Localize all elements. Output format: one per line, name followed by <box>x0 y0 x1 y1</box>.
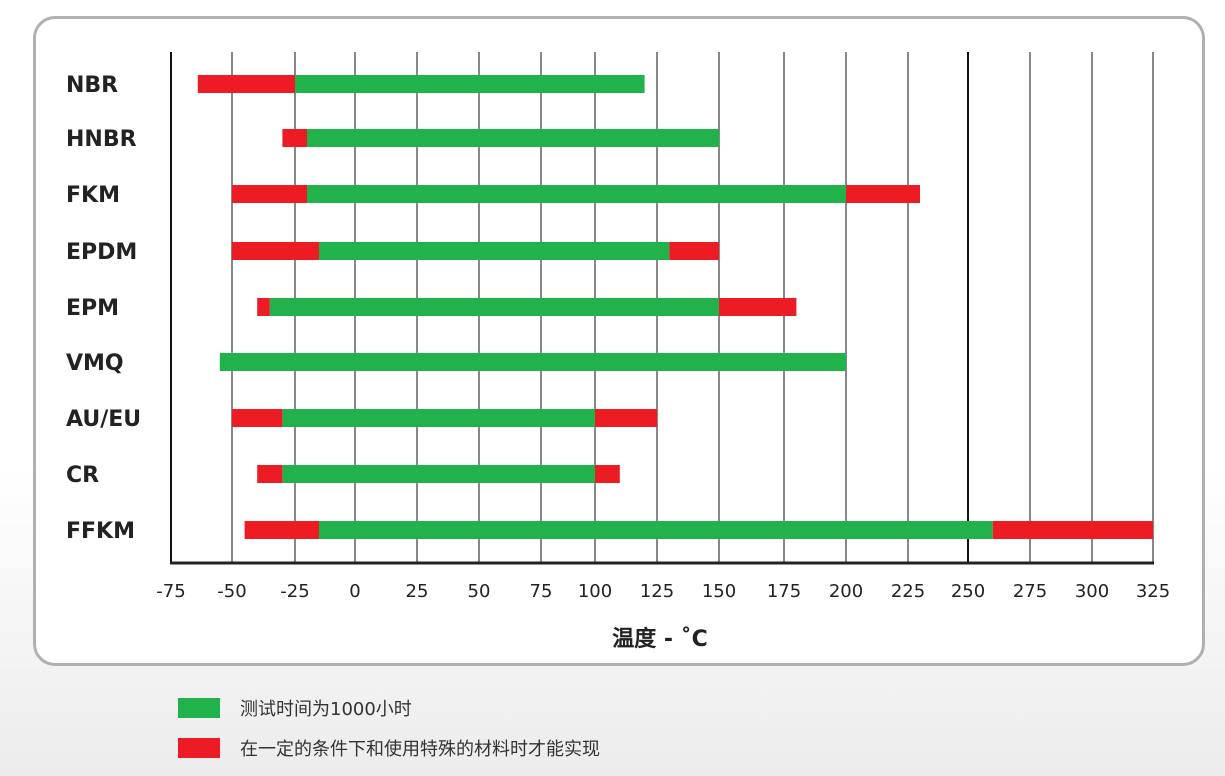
bar-red-FKM <box>232 185 307 203</box>
x-tick-label: 175 <box>767 581 801 602</box>
bar-red-EPDM <box>669 242 719 260</box>
chart-frame <box>33 16 1205 666</box>
bar-red-FFKM <box>244 521 319 539</box>
bar-red-CR <box>257 465 283 483</box>
x-tick-label: -50 <box>217 581 246 602</box>
bar-red-HNBR <box>282 129 307 147</box>
legend-item-red: 在一定的条件下和使用特殊的材料时才能实现 <box>178 735 600 761</box>
category-label: FKM <box>66 183 120 208</box>
x-tick-label: 100 <box>578 581 612 602</box>
legend-swatch-red <box>178 738 220 758</box>
category-label: EPDM <box>66 240 137 265</box>
bar-red-EPM <box>719 298 797 316</box>
x-tick-label: -25 <box>280 581 309 602</box>
category-label: AU/EU <box>66 407 141 432</box>
bar-green-FFKM <box>319 521 993 539</box>
x-tick-label: 275 <box>1013 581 1047 602</box>
x-tick-label: 75 <box>530 581 553 602</box>
bar-red-EPM <box>257 298 270 316</box>
bar-green-NBR <box>295 75 645 93</box>
category-label: EPM <box>66 296 119 321</box>
bar-green-FKM <box>307 185 846 203</box>
bar-red-NBR <box>197 75 295 93</box>
bar-red-FKM <box>846 185 920 203</box>
x-tick-label: 125 <box>640 581 674 602</box>
legend-swatch-green <box>178 698 220 718</box>
bar-red-EPDM <box>232 242 319 260</box>
x-tick-label: 150 <box>702 581 736 602</box>
category-label: CR <box>66 463 99 488</box>
bar-red-AU/EU <box>232 409 283 427</box>
legend-label: 在一定的条件下和使用特殊的材料时才能实现 <box>240 739 600 760</box>
x-tick-label: 300 <box>1075 581 1109 602</box>
legend-label: 测试时间为1000小时 <box>240 699 412 720</box>
legend-item-green: 测试时间为1000小时 <box>178 695 412 721</box>
x-tick-label: 25 <box>406 581 429 602</box>
bar-red-CR <box>595 465 620 483</box>
x-axis-label: 温度 - ˚C <box>612 626 708 652</box>
x-tick-label: 250 <box>951 581 985 602</box>
bar-green-EPM <box>269 298 719 316</box>
x-tick-label: -75 <box>156 581 185 602</box>
bar-red-AU/EU <box>595 409 657 427</box>
x-tick-label: 50 <box>468 581 491 602</box>
x-tick-label: 225 <box>891 581 925 602</box>
x-tick-label: 325 <box>1136 581 1170 602</box>
category-label: VMQ <box>66 351 124 376</box>
category-label: FFKM <box>66 519 135 544</box>
bar-green-EPDM <box>319 242 670 260</box>
x-tick-label: 200 <box>829 581 863 602</box>
bar-green-CR <box>282 465 595 483</box>
category-label: NBR <box>66 73 118 98</box>
bar-green-HNBR <box>307 129 719 147</box>
bar-green-AU/EU <box>282 409 595 427</box>
x-tick-label: 0 <box>349 581 360 602</box>
bar-red-FFKM <box>992 521 1153 539</box>
bar-green-VMQ <box>219 353 847 371</box>
category-label: HNBR <box>66 127 137 152</box>
